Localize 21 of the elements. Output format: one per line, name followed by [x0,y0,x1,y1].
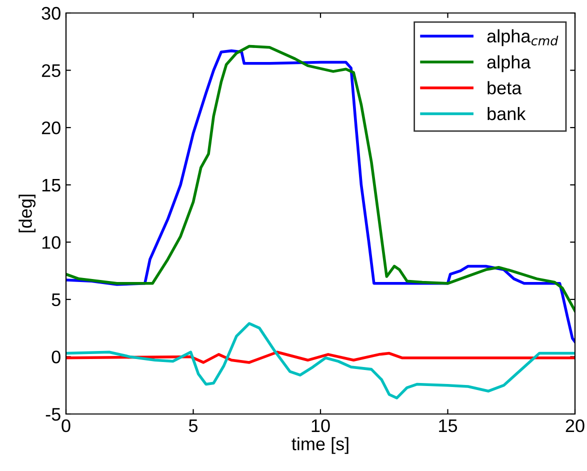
x-tick-label: 15 [439,420,458,432]
y-axis-title: [deg] [18,194,36,232]
x-tick-label: 5 [188,420,198,432]
y-tick-label: 15 [42,178,60,192]
line-series [66,350,575,364]
y-tick-label: 0 [52,350,60,364]
y-tick-label: 5 [52,294,60,306]
y-tick-label: 20 [42,122,60,134]
legend-label: bank [488,106,526,120]
y-tick-label: -5 [46,408,60,421]
x-tick-label: 0 [62,419,70,432]
y-tick-label: 25 [42,64,60,78]
x-axis-title: time [s] [292,437,348,454]
legend-label: alpha$_{cmd}$ [487,29,558,46]
y-tick-label: 30 [42,6,60,20]
legend-label: beta [488,81,522,94]
x-tick-label: 20 [566,419,584,432]
legend-label: alpha [487,55,531,72]
x-tick-label: 10 [312,419,330,432]
y-tick-label: 10 [42,236,60,249]
line-series [66,322,575,400]
